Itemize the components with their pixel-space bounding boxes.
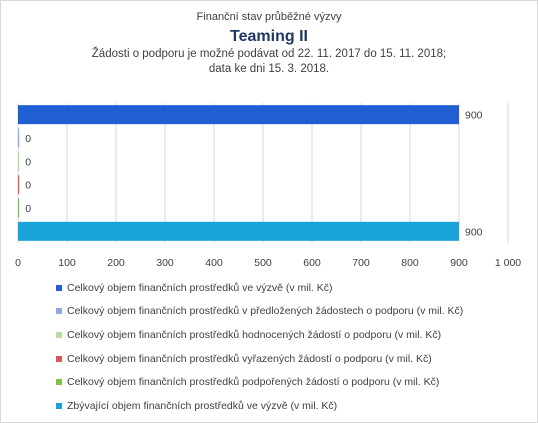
x-tick-label: 700	[352, 257, 370, 269]
legend-swatch	[56, 402, 62, 409]
x-tick-label: 0	[15, 257, 21, 269]
legend-label: Celkový objem finančních prostředků podp…	[67, 376, 440, 389]
legend-label: Celkový objem finančních prostředků v př…	[67, 305, 464, 318]
legend-item: Celkový objem finančních prostředků hodn…	[56, 323, 463, 347]
legend-swatch	[56, 284, 62, 291]
x-tick-label: 400	[205, 257, 223, 269]
data-label-series-5: 0	[25, 203, 31, 215]
chart-legend: Celkový objem finančních prostředků ve v…	[56, 276, 463, 418]
x-tick-label: 1 000	[495, 257, 521, 269]
legend-item: Celkový objem finančních prostředků v př…	[56, 300, 463, 324]
x-tick-label: 200	[107, 257, 125, 269]
legend-item: Celkový objem finančních prostředků ve v…	[56, 276, 463, 300]
data-label-series-1: 900	[465, 110, 483, 122]
legend-item: Celkový objem finančních prostředků podp…	[56, 370, 463, 394]
legend-label: Celkový objem finančních prostředků hodn…	[67, 328, 442, 341]
x-tick-label: 800	[401, 257, 419, 269]
chart-title-block: Finanční stav průběžné výzvy Teaming II …	[0, 10, 538, 77]
bar-series-2	[18, 128, 20, 148]
x-tick-label: 600	[303, 257, 321, 269]
bar-series-5	[18, 198, 20, 218]
x-tick-label: 500	[254, 257, 272, 269]
legend-swatch	[56, 308, 62, 315]
chart-title: Teaming II	[230, 28, 308, 45]
x-tick-label: 100	[58, 257, 76, 269]
legend-swatch	[56, 379, 62, 386]
data-label-series-3: 0	[25, 156, 31, 168]
x-tick-label: 900	[450, 257, 468, 269]
bar-series-1	[18, 105, 459, 125]
chart-subtitle-data-date: data ke dni 15. 3. 2018.	[208, 63, 330, 75]
data-label-series-2: 0	[25, 133, 31, 145]
legend-label: Celkový objem finančních prostředků vyřa…	[67, 352, 432, 365]
legend-item: Celkový objem finančních prostředků vyřa…	[56, 347, 463, 371]
bar-series-3	[18, 151, 20, 171]
data-label-series-6: 900	[465, 226, 483, 238]
bar-series-6	[18, 221, 459, 241]
legend-swatch	[56, 331, 62, 338]
bar-series-4	[18, 175, 20, 195]
x-tick-label: 300	[156, 257, 174, 269]
legend-label: Celkový objem finančních prostředků ve v…	[67, 281, 333, 294]
legend-swatch	[56, 355, 62, 362]
chart-supertitle: Finanční stav průběžné výzvy	[196, 11, 342, 23]
chart-subtitle-dates: Žádosti o podporu je možné podávat od 22…	[91, 48, 447, 60]
legend-label: Zbývající objem finančních prostředků ve…	[67, 399, 338, 412]
data-label-series-4: 0	[25, 180, 31, 192]
legend-item: Zbývající objem finančních prostředků ve…	[56, 394, 463, 418]
